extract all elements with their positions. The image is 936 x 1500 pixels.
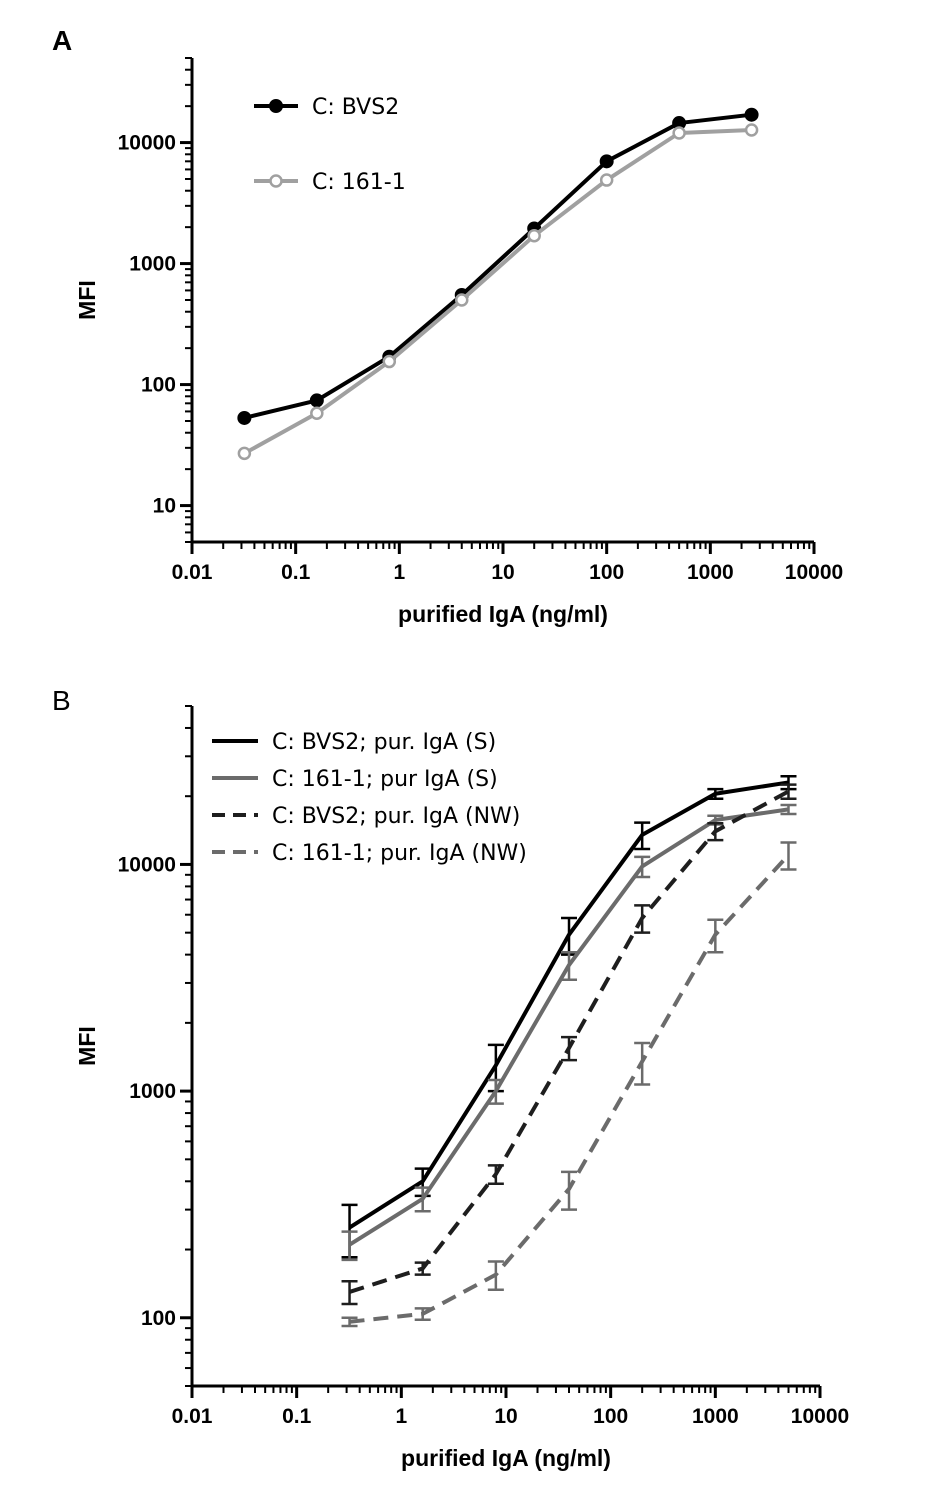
chart-0-series-1 [237, 123, 759, 461]
chart-0-legend-label: C: 161-1 [312, 170, 406, 195]
chart-b: 0.01 0.1 1 10 100 1000 10000 100 1000 10000 purifi… [74, 705, 849, 1471]
chart-1-y-tick-label: 1000 [129, 1080, 176, 1103]
chart-0-x-tick-label: 0.01 [172, 561, 213, 584]
chart-1-legend-label: C: BVS2; pur. IgA (NW) [272, 804, 520, 829]
chart-1-y-tick-label: 100 [141, 1307, 176, 1330]
chart-0-x-tick-label: 1000 [687, 561, 734, 584]
chart-1-series-2 [341, 783, 797, 1306]
chart-1-x-tick-label: 0.01 [172, 1405, 213, 1428]
chart-0-data-point [599, 173, 614, 187]
chart-1-x-tick-label: 10000 [791, 1405, 849, 1428]
chart-1-x-axis-label: purified IgA (ng/ml) [401, 1445, 611, 1471]
chart-1-x-tick-label: 1 [395, 1405, 407, 1428]
chart-1-legend: C: BVS2; pur. IgA (S) C: 161-1; pur IgA (… [212, 730, 527, 866]
chart-0-data-point [744, 123, 759, 137]
panel-a-letter: A [52, 25, 72, 56]
chart-0-series-line [243, 128, 752, 456]
chart-1-series-3 [341, 841, 797, 1328]
chart-0-y-tick-label: 1000 [129, 253, 176, 276]
chart-a: 0.01 0.1 1 10 100 1000 10000 10 100 1000 10000 puri… [74, 57, 843, 627]
chart-1-x-tick-label: 100 [593, 1405, 628, 1428]
chart-0-x-tick-label: 100 [589, 561, 624, 584]
chart-0-legend: C: BVS2 C: 161-1 [254, 95, 406, 195]
chart-0-x-tick-label: 10 [491, 561, 514, 584]
chart-0-legend-marker [269, 99, 283, 113]
chart-1-legend-label: C: 161-1; pur IgA (S) [272, 767, 498, 792]
chart-1-x-tick-label: 1000 [692, 1405, 739, 1428]
chart-1-legend-label: C: BVS2; pur. IgA (S) [272, 730, 496, 755]
chart-0-data-point [237, 410, 252, 425]
chart-0-y-tick-label: 10000 [118, 132, 176, 155]
chart-1-x-tick-label: 10 [494, 1405, 517, 1428]
chart-0-data-point [672, 126, 686, 140]
chart-0-legend-label: C: BVS2 [312, 95, 399, 120]
panel-b-letter: B [52, 685, 71, 716]
chart-0-data-point [744, 107, 759, 122]
chart-0-y-axis-label: MFI [74, 280, 100, 320]
chart-1-legend-label: C: 161-1; pur. IgA (NW) [272, 841, 527, 866]
chart-0-x-tick-label: 10000 [785, 561, 843, 584]
chart-0-y-tick-label: 100 [141, 374, 176, 397]
chart-0-data-point [527, 228, 541, 243]
chart-1-x-tick-label: 0.1 [282, 1405, 312, 1428]
chart-0-series-line [243, 112, 752, 420]
chart-0-data-point [310, 406, 324, 420]
chart-0-legend-marker [269, 174, 283, 188]
chart-1-y-tick-label: 10000 [118, 853, 176, 876]
chart-0-data-point [454, 293, 469, 307]
chart-0-data-point [309, 393, 324, 408]
chart-0-data-point [382, 354, 397, 369]
chart-0-x-tick-label: 0.1 [281, 561, 311, 584]
chart-0-y-tick-label: 10 [153, 495, 176, 518]
chart-1-y-axis-label: MFI [74, 1026, 100, 1066]
chart-0-x-axis-label: purified IgA (ng/ml) [398, 601, 608, 627]
chart-0-data-point [237, 446, 252, 461]
chart-0-data-point [599, 154, 614, 169]
chart-0-x-tick-label: 1 [393, 561, 405, 584]
